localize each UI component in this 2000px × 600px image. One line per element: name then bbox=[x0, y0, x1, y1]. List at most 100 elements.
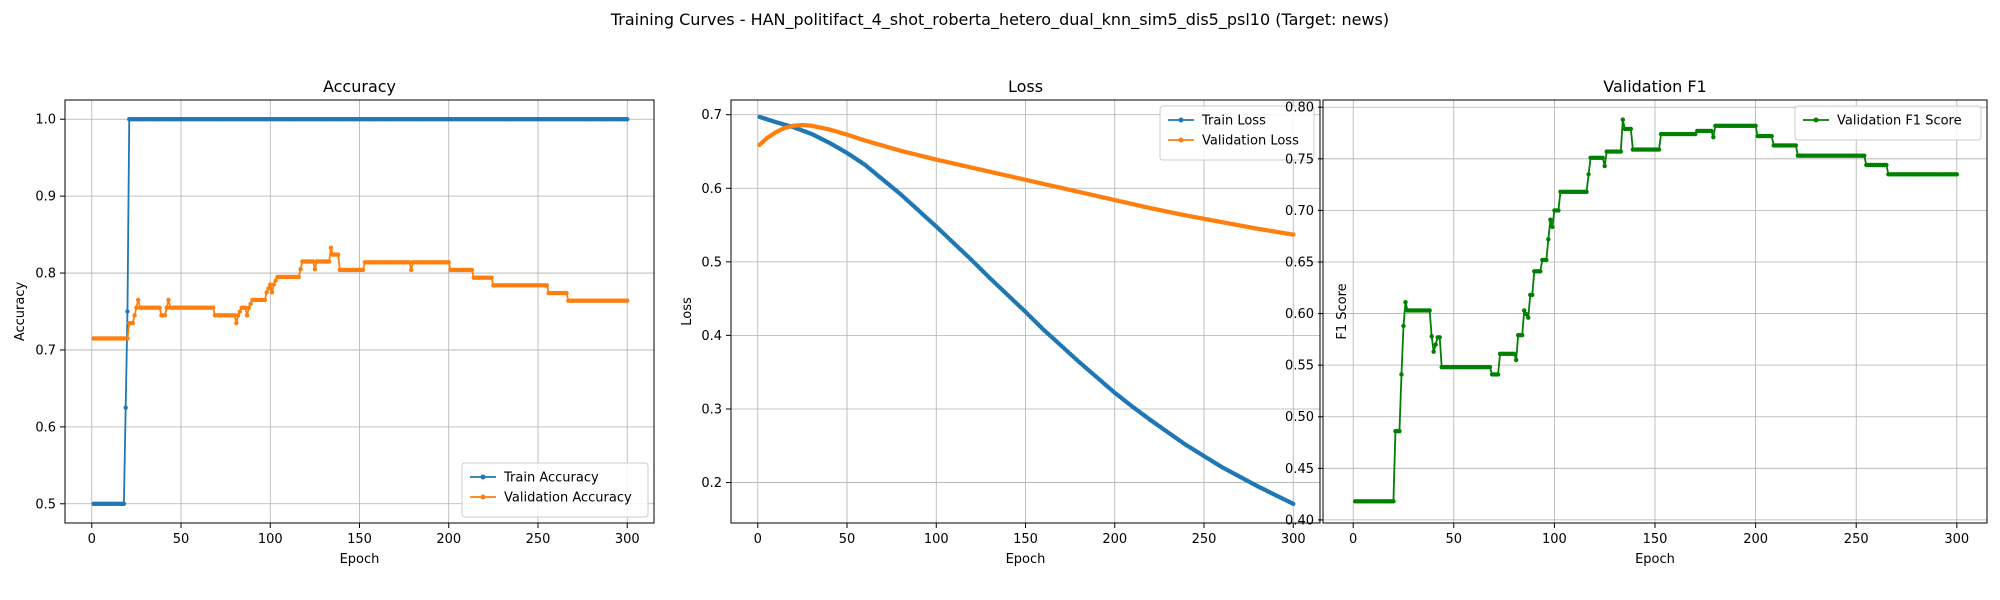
data-point bbox=[123, 405, 128, 410]
data-point bbox=[232, 313, 237, 318]
x-tick-label: 250 bbox=[526, 532, 551, 547]
data-point bbox=[296, 274, 302, 280]
x-tick-label: 250 bbox=[1844, 532, 1869, 547]
legend-marker bbox=[1178, 117, 1184, 123]
data-point bbox=[1753, 123, 1758, 128]
y-tick-label: 0.2 bbox=[701, 476, 722, 491]
legend-marker bbox=[1178, 137, 1184, 143]
data-point bbox=[1550, 224, 1555, 230]
data-point bbox=[164, 305, 169, 310]
data-point bbox=[1711, 134, 1716, 140]
legend-box bbox=[1794, 105, 1982, 141]
data-point bbox=[1397, 428, 1402, 434]
y-tick-label: 0.80 bbox=[1285, 101, 1314, 116]
x-tick-label: 50 bbox=[1446, 532, 1463, 547]
data-point bbox=[1544, 257, 1549, 263]
series-markers-0 bbox=[91, 117, 630, 506]
data-point bbox=[1618, 149, 1623, 154]
data-point bbox=[360, 267, 366, 273]
data-point bbox=[1511, 351, 1517, 356]
x-tick-label: 300 bbox=[1281, 532, 1306, 547]
y-tick-label: 0.7 bbox=[701, 108, 722, 123]
data-point bbox=[125, 309, 130, 314]
data-point bbox=[246, 305, 252, 310]
subplot-title: Accuracy bbox=[323, 77, 396, 96]
x-tick-label: 150 bbox=[1643, 532, 1668, 547]
y-tick-label: 0.9 bbox=[35, 190, 56, 205]
data-point bbox=[1524, 311, 1529, 317]
series-line-0 bbox=[93, 118, 628, 505]
y-tick-label: 0.7 bbox=[35, 343, 56, 358]
x-tick-label: 0 bbox=[1349, 532, 1357, 547]
data-point bbox=[1520, 333, 1525, 338]
data-point bbox=[244, 313, 250, 318]
x-tick-label: 200 bbox=[436, 532, 461, 547]
data-point bbox=[1628, 126, 1634, 132]
x-tick-label: 200 bbox=[1743, 532, 1768, 547]
y-tick-label: 0.4 bbox=[701, 329, 722, 344]
data-point bbox=[1431, 349, 1436, 354]
data-point bbox=[210, 305, 216, 310]
data-point bbox=[157, 305, 162, 310]
data-point bbox=[1548, 217, 1553, 222]
y-tick-label: 0.65 bbox=[1285, 255, 1314, 270]
x-tick-label: 150 bbox=[1013, 532, 1038, 547]
data-point bbox=[1429, 334, 1434, 339]
data-point bbox=[1399, 372, 1404, 377]
subplot-1: 0 50 100 150 200 250 300 0.2 0.3 0.4 0.5 0.6 0.7 Loss… bbox=[680, 77, 1321, 567]
y-tick-label: 0.75 bbox=[1285, 152, 1314, 167]
data-point bbox=[243, 305, 248, 310]
data-point bbox=[446, 260, 451, 265]
data-point bbox=[248, 301, 253, 307]
data-point bbox=[625, 298, 630, 303]
y-tick-label: 0.5 bbox=[35, 497, 56, 512]
data-point bbox=[1487, 365, 1493, 370]
data-point bbox=[1602, 163, 1607, 169]
data-point bbox=[469, 267, 475, 273]
data-point bbox=[326, 259, 332, 264]
data-point bbox=[1526, 315, 1531, 320]
x-tick-label: 0 bbox=[754, 532, 762, 547]
data-point bbox=[1556, 208, 1561, 213]
subplot-2: 0 50 100 150 200 250 300 0.40 0.45 0.50 0.55 0.60 0.… bbox=[1285, 77, 1988, 567]
data-point bbox=[1793, 143, 1799, 148]
legend-box bbox=[1159, 105, 1315, 161]
data-point bbox=[1495, 372, 1501, 377]
data-point bbox=[312, 267, 318, 272]
data-point bbox=[1586, 172, 1591, 177]
data-point bbox=[1656, 147, 1662, 152]
y-tick-label: 0.3 bbox=[701, 402, 722, 417]
data-point bbox=[1538, 269, 1543, 274]
x-tick-label: 300 bbox=[615, 532, 640, 547]
data-point bbox=[132, 313, 137, 318]
data-point bbox=[1427, 308, 1432, 313]
y-tick-label: 1.0 bbox=[35, 113, 56, 128]
data-point bbox=[1530, 292, 1535, 298]
y-tick-label: 0.6 bbox=[35, 420, 56, 435]
data-point bbox=[1709, 128, 1714, 134]
data-point bbox=[328, 245, 334, 250]
series-markers-1 bbox=[91, 245, 630, 341]
figure-title: Training Curves - HAN_politifact_4_shot_… bbox=[610, 10, 1390, 29]
x-tick-label: 100 bbox=[258, 532, 283, 547]
data-point bbox=[234, 320, 239, 326]
legend-box bbox=[461, 462, 649, 518]
data-point bbox=[625, 117, 630, 122]
y-axis-label: Accuracy bbox=[13, 282, 28, 342]
data-point bbox=[135, 297, 141, 303]
legend: Validation F1 Score bbox=[1794, 105, 1982, 141]
data-point bbox=[1403, 300, 1408, 305]
data-point bbox=[269, 290, 275, 295]
subplot-0: 0 50 100 150 200 250 300 0.5 0.6 0.7 0.8 0.9 1.0 Accu… bbox=[13, 77, 655, 567]
data-point bbox=[335, 252, 341, 257]
x-tick-label: 0 bbox=[88, 532, 96, 547]
data-point bbox=[1954, 172, 1960, 177]
data-point bbox=[1401, 323, 1406, 329]
data-point bbox=[125, 336, 130, 341]
series-markers-1 bbox=[757, 122, 1296, 237]
x-axis-label: Epoch bbox=[1006, 552, 1046, 567]
data-point bbox=[407, 260, 412, 265]
legend-label: Train Accuracy bbox=[503, 471, 599, 486]
legend-label: Validation Loss bbox=[1202, 134, 1299, 149]
